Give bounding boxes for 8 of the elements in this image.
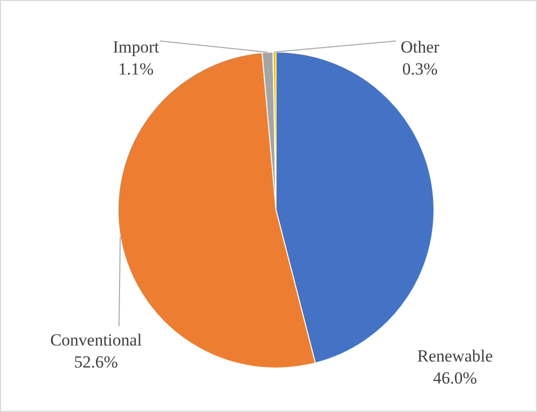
slice-label: Other	[400, 37, 440, 56]
data-label: 0.3%	[402, 59, 438, 78]
slice-label: Renewable	[417, 346, 493, 366]
slice-label: Conventional	[50, 330, 142, 350]
data-label: 52.6%	[74, 352, 118, 372]
data-label: 46.0%	[433, 368, 477, 388]
data-label: 1.1%	[118, 59, 154, 78]
slice-label: Import	[112, 37, 160, 56]
